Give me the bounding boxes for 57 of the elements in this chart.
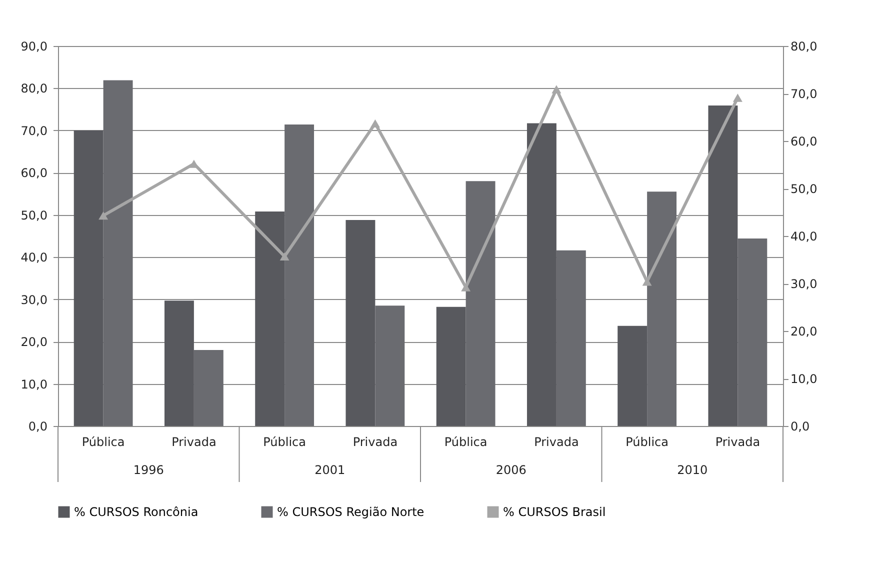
y-tick-label: 80,0	[20, 82, 48, 96]
y2-tick-label: 50,0	[790, 182, 818, 196]
bar	[375, 306, 405, 426]
point	[98, 211, 108, 220]
point	[370, 119, 380, 128]
text: 1996	[133, 463, 164, 477]
y2-tick-label: 0,0	[790, 420, 810, 434]
x-tick-label: Privada	[172, 435, 216, 449]
bar	[255, 212, 285, 426]
x-tick-label: Pública	[82, 435, 125, 449]
y2-tick-label: 60,0	[790, 134, 818, 148]
point	[552, 85, 562, 94]
point	[461, 283, 471, 292]
bar	[708, 106, 738, 426]
y-tick-label: 40,0	[20, 250, 48, 265]
x-tick-label: Privada	[352, 435, 398, 449]
text: 2010	[677, 463, 708, 477]
legend-label: % CURSOS Roncônia	[74, 505, 198, 519]
y2-tick-label: 80,0	[790, 40, 818, 54]
bar	[103, 80, 133, 426]
bar	[738, 238, 768, 426]
y2-tick-label: 10,0	[790, 372, 818, 386]
y-tick-label: 50,0	[20, 208, 48, 222]
point	[732, 94, 742, 102]
y-tick-label: 0,0	[28, 420, 48, 434]
bar	[346, 220, 376, 426]
bar	[164, 300, 194, 426]
y2-tick-label: 30,0	[790, 277, 818, 291]
y2-tick-label: 70,0	[790, 87, 818, 101]
y2-tick-label: 20,0	[790, 324, 818, 338]
x-tick-label: Pública	[263, 435, 306, 449]
text: 2001	[314, 463, 346, 477]
y-tick-label: 60,0	[20, 166, 48, 180]
x-tick-label: Pública	[444, 435, 488, 449]
bar	[526, 123, 556, 426]
bar	[74, 130, 104, 426]
bar	[647, 192, 677, 426]
text: 2006	[496, 463, 526, 477]
y-tick-label: 30,0	[20, 292, 48, 307]
bar	[436, 306, 466, 426]
point	[642, 277, 652, 286]
bar	[618, 326, 648, 426]
x-tick-label: Privada	[534, 435, 579, 449]
y-tick-label: 90,0	[20, 40, 48, 54]
point	[280, 252, 290, 261]
x-tick-label: Privada	[715, 435, 760, 449]
bar	[284, 124, 314, 426]
y2-tick-label: 40,0	[790, 230, 818, 244]
y-tick-label: 70,0	[20, 124, 48, 138]
y-tick-label: 10,0	[20, 377, 48, 392]
x-tick-label: Pública	[626, 435, 668, 449]
bar	[556, 250, 586, 426]
bar	[466, 181, 496, 426]
bar	[194, 350, 224, 426]
y-tick-label: 20,0	[20, 335, 48, 350]
legend-label: % CURSOS Brasil	[503, 505, 606, 519]
legend-label: % CURSOS Região Norte	[277, 505, 424, 519]
